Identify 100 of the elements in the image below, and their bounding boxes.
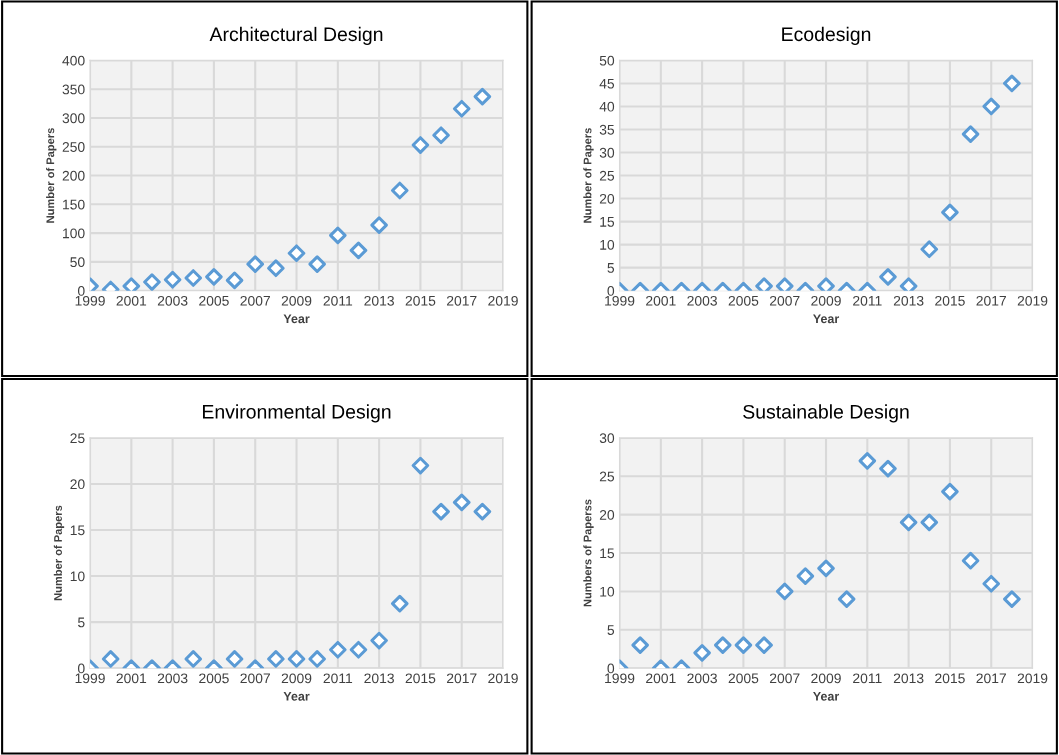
point (329, 226, 347, 245)
y-tick-label: 40 (599, 101, 615, 112)
x-tick-label: 2013 (893, 673, 924, 684)
point (961, 125, 980, 143)
point (143, 273, 161, 291)
chart-title: Environmental Design (203, 404, 391, 423)
y-tick-label: 0 (77, 663, 85, 674)
point (734, 636, 753, 654)
point (961, 551, 980, 570)
x-tick-label: 2007 (769, 673, 800, 684)
y-axis-title: Number of Papers (46, 128, 57, 223)
chart-title: Ecodesign (782, 26, 871, 45)
chart-title: Architectural Design (209, 26, 383, 45)
y-tick-label: 5 (77, 617, 85, 628)
x-tick-label: 2001 (646, 673, 676, 684)
y-tick-label: 15 (600, 548, 615, 559)
y-tick-label: 20 (599, 509, 615, 520)
x-tick-label: 2017 (976, 673, 1006, 684)
y-axis-title: Number of Papers (53, 505, 65, 601)
y-axis-title: Numbers of Paperss (583, 499, 594, 607)
y-tick-label: 20 (599, 193, 615, 204)
x-tick-label: 2019 (488, 295, 518, 306)
y-tick-label: 15 (70, 525, 85, 536)
point (267, 650, 285, 668)
point (713, 636, 732, 654)
x-tick-label: 2003 (687, 673, 717, 684)
point (411, 136, 430, 154)
point (267, 259, 285, 278)
y-tick-label: 100 (63, 228, 85, 239)
point (452, 493, 471, 512)
point (899, 513, 918, 532)
x-tick-label: 2003 (157, 673, 188, 684)
x-tick-label: 2003 (157, 295, 188, 306)
x-tick-label: 2015 (935, 673, 965, 684)
point (184, 650, 203, 668)
y-tick-label: 5 (607, 625, 615, 635)
point (163, 270, 182, 289)
point (920, 513, 939, 532)
x-tick-label: 2005 (728, 295, 759, 306)
point (796, 567, 815, 585)
y-tick-label: 35 (599, 124, 615, 135)
y-tick-label: 400 (62, 55, 85, 66)
point (390, 594, 409, 613)
point (390, 181, 409, 200)
x-tick-label: 2005 (199, 673, 229, 684)
x-tick-label: 2007 (769, 295, 800, 306)
y-axis-title: Number of Papers (583, 128, 594, 223)
y-tick-label: 45 (599, 78, 615, 89)
x-tick-label: 2005 (199, 295, 229, 306)
x-tick-label: 2013 (364, 295, 394, 306)
x-axis-title: Year (813, 314, 840, 324)
y-tick-label: 150 (63, 199, 85, 210)
x-tick-label: 2003 (687, 295, 717, 306)
chart-title: Sustainable Design (743, 404, 909, 423)
x-tick-label: 2009 (281, 295, 312, 306)
x-tick-label: 2001 (116, 295, 147, 306)
x-tick-label: 2019 (1017, 673, 1048, 684)
y-tick-label: 25 (599, 471, 615, 482)
point (205, 268, 223, 286)
y-tick-label: 0 (607, 663, 615, 674)
y-tick-label: 10 (70, 571, 85, 582)
x-tick-label: 2013 (893, 295, 924, 306)
point (693, 644, 711, 662)
point (246, 255, 265, 274)
point (432, 126, 450, 145)
point (432, 502, 450, 521)
y-tick-label: 10 (600, 239, 615, 250)
point (184, 269, 203, 287)
point (982, 97, 1001, 116)
point (101, 650, 120, 668)
x-tick-label: 2007 (240, 295, 270, 306)
point (941, 482, 959, 501)
point (287, 244, 306, 263)
x-tick-label: 2017 (446, 673, 477, 684)
y-tick-label: 25 (70, 433, 85, 444)
point (225, 650, 244, 668)
x-tick-label: 2005 (728, 673, 759, 684)
x-tick-label: 2007 (240, 673, 270, 684)
x-tick-label: 2017 (446, 295, 477, 306)
y-tick-label: 20 (70, 479, 85, 490)
x-axis-title: Year (283, 692, 310, 701)
point (631, 636, 649, 654)
x-tick-label: 2001 (116, 673, 147, 684)
point (755, 636, 773, 654)
point (308, 255, 326, 274)
x-tick-label: 2011 (323, 673, 353, 684)
point (349, 640, 368, 659)
y-tick-label: 350 (62, 84, 85, 95)
point (473, 502, 492, 521)
point (287, 650, 306, 668)
y-tick-label: 250 (62, 142, 85, 152)
x-tick-label: 2001 (646, 295, 676, 306)
y-tick-label: 15 (600, 217, 615, 227)
point (775, 582, 794, 601)
y-tick-label: 5 (607, 263, 615, 273)
point (349, 241, 368, 260)
x-tick-label: 2017 (976, 295, 1006, 306)
x-tick-label: 1999 (75, 673, 105, 684)
x-tick-label: 2015 (405, 295, 436, 306)
y-tick-label: 50 (70, 257, 85, 268)
